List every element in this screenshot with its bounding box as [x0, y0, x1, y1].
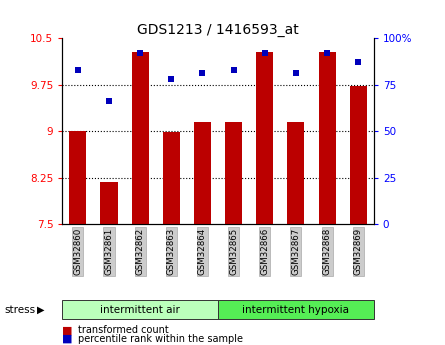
- Point: [324, 50, 331, 56]
- Point: [199, 71, 206, 76]
- Point: [105, 99, 113, 104]
- Text: stress: stress: [4, 305, 36, 315]
- Text: GSM32867: GSM32867: [291, 228, 300, 275]
- Bar: [194, 122, 211, 224]
- Text: GSM32864: GSM32864: [198, 228, 207, 275]
- Bar: [163, 132, 180, 224]
- Title: GDS1213 / 1416593_at: GDS1213 / 1416593_at: [137, 23, 299, 37]
- Bar: [319, 52, 336, 224]
- Text: intermittent hypoxia: intermittent hypoxia: [243, 305, 349, 315]
- Text: ■: ■: [62, 334, 73, 344]
- Text: ▶: ▶: [37, 305, 44, 315]
- Point: [74, 67, 81, 72]
- Bar: [256, 52, 273, 224]
- Text: GSM32866: GSM32866: [260, 228, 269, 275]
- Point: [261, 50, 268, 56]
- Bar: [69, 131, 86, 224]
- Bar: [350, 86, 367, 224]
- FancyBboxPatch shape: [62, 300, 218, 319]
- Text: GSM32865: GSM32865: [229, 228, 238, 275]
- Text: percentile rank within the sample: percentile rank within the sample: [78, 334, 243, 344]
- Point: [292, 71, 299, 76]
- Bar: [132, 52, 149, 224]
- Point: [355, 59, 362, 65]
- Point: [168, 76, 175, 82]
- Text: GSM32861: GSM32861: [105, 228, 113, 275]
- Text: GSM32860: GSM32860: [73, 228, 82, 275]
- Point: [137, 50, 144, 56]
- Text: GSM32863: GSM32863: [167, 228, 176, 275]
- Text: ■: ■: [62, 325, 73, 335]
- Bar: [225, 122, 242, 224]
- Bar: [101, 182, 117, 224]
- Bar: [287, 122, 304, 224]
- Point: [230, 67, 237, 72]
- Text: GSM32869: GSM32869: [354, 228, 363, 275]
- Text: GSM32862: GSM32862: [136, 228, 145, 275]
- Text: transformed count: transformed count: [78, 325, 169, 335]
- FancyBboxPatch shape: [218, 300, 374, 319]
- Text: intermittent air: intermittent air: [100, 305, 180, 315]
- Text: GSM32868: GSM32868: [323, 228, 332, 275]
